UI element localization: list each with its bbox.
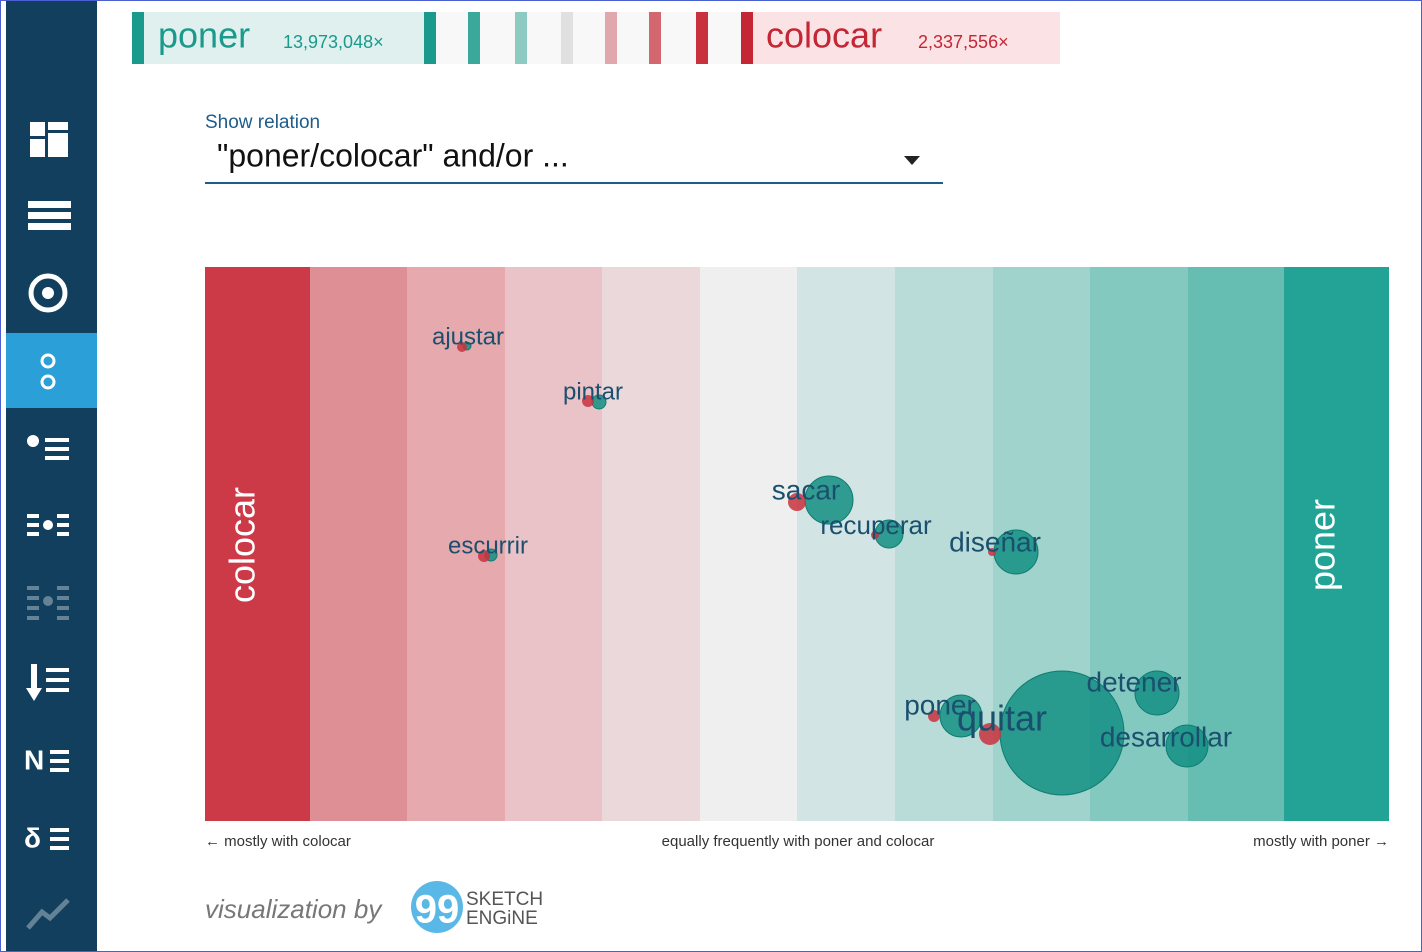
word-label: quitar bbox=[957, 698, 1047, 739]
sidebar bbox=[6, 1, 97, 951]
word2-bg bbox=[745, 12, 1060, 64]
svg-text:N: N bbox=[24, 744, 44, 775]
sidebar-active bbox=[6, 333, 97, 408]
band bbox=[602, 267, 700, 821]
band bbox=[700, 267, 797, 821]
word1-bg bbox=[132, 12, 432, 64]
word1-lemma: poner bbox=[158, 15, 250, 56]
bubble-poner bbox=[1165, 724, 1209, 768]
word-label: diseñar bbox=[949, 526, 1041, 557]
word1-frequency: 13,973,048× bbox=[283, 32, 384, 52]
bubble-colocar bbox=[928, 710, 940, 722]
relation-value[interactable]: "poner/colocar" and/or ... bbox=[217, 137, 569, 173]
word-label: escurrir bbox=[448, 532, 528, 559]
left-band-label: colocar bbox=[222, 487, 263, 603]
logo: 99 SKETCH ENGiNE bbox=[411, 881, 543, 933]
axis-right: mostly with poner → bbox=[1253, 833, 1389, 850]
word-label: sacar bbox=[772, 474, 840, 505]
bubble-colocar bbox=[457, 342, 467, 352]
svg-text:δ: δ bbox=[24, 822, 41, 853]
axis-left: ← mostly with colocar bbox=[205, 833, 351, 850]
bubbles: ajustar pintar sacar recuperar diseñar escurr… bbox=[432, 323, 1232, 796]
band bbox=[310, 267, 407, 821]
band bbox=[407, 267, 505, 821]
word-label: poner bbox=[904, 689, 976, 720]
bubble-colocar bbox=[988, 548, 996, 556]
band bbox=[1284, 267, 1389, 821]
word-label: recuperar bbox=[820, 510, 932, 540]
logo-line2: ENGiNE bbox=[466, 908, 538, 929]
word2-lemma: colocar bbox=[766, 15, 882, 56]
bubble-colocar bbox=[478, 550, 490, 562]
footer-text: visualization by bbox=[205, 894, 383, 924]
band bbox=[1188, 267, 1284, 821]
relation-label: Show relation bbox=[205, 112, 320, 133]
svg-text:99: 99 bbox=[415, 888, 460, 932]
band bbox=[505, 267, 602, 821]
bubble-colocar bbox=[871, 531, 879, 539]
word-label: desarrollar bbox=[1100, 721, 1232, 752]
relation-select[interactable]: "poner/colocar" and/or ... bbox=[205, 137, 943, 184]
dropdown-arrow[interactable] bbox=[904, 156, 920, 165]
band bbox=[205, 267, 310, 821]
word-label: detener bbox=[1087, 666, 1182, 697]
logo-line1: SKETCH bbox=[466, 889, 543, 910]
sidebar-icons[interactable]: N δ bbox=[24, 122, 71, 930]
bubble-colocar bbox=[979, 723, 1001, 745]
bubble-colocar bbox=[788, 493, 806, 511]
axis-center: equally frequently with poner and coloca… bbox=[662, 833, 935, 850]
select-underline bbox=[205, 182, 943, 184]
bubble-poner bbox=[1134, 670, 1180, 716]
word2-frequency: 2,337,556× bbox=[918, 32, 1009, 52]
bubble-colocar bbox=[582, 395, 594, 407]
legend-stripes bbox=[132, 12, 753, 64]
right-band-label: poner bbox=[1302, 499, 1343, 591]
word-label: pintar bbox=[563, 378, 623, 405]
word-label: ajustar bbox=[432, 323, 504, 350]
